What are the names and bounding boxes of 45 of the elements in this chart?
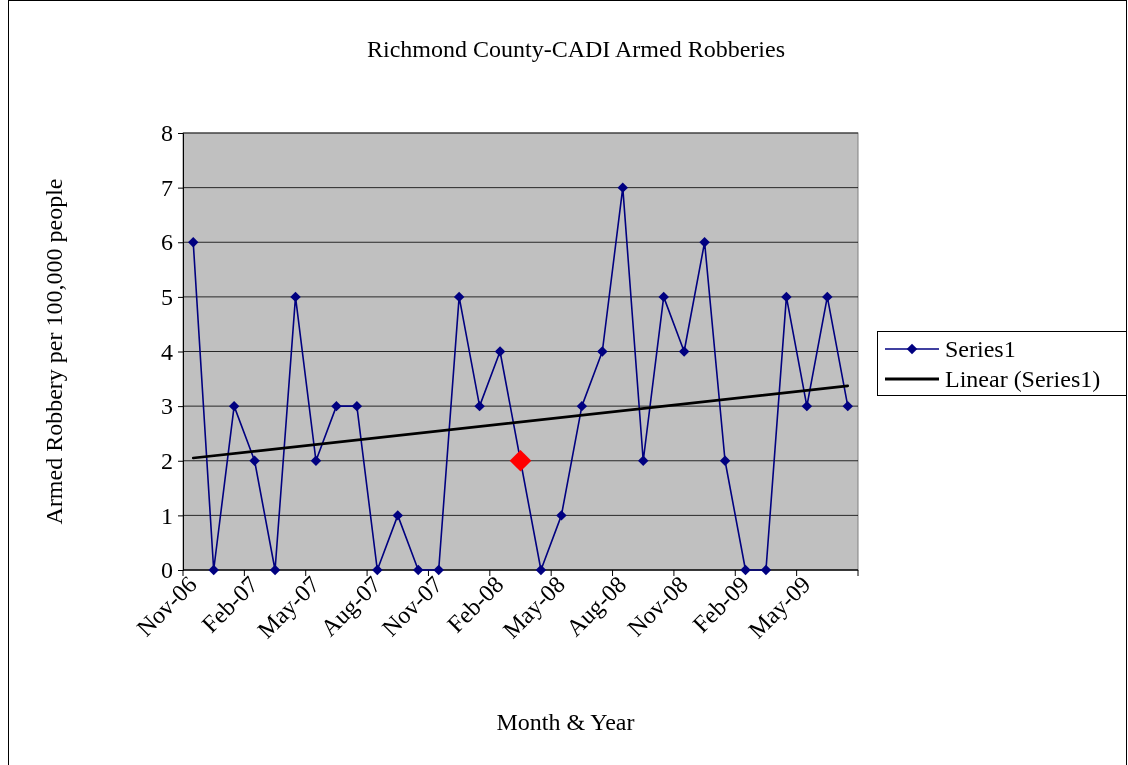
point [822,291,833,303]
point [781,291,792,303]
point [187,237,199,248]
y-tick-label: 1 [161,502,173,529]
point [617,182,629,193]
point [494,346,506,357]
y-tick-label: 0 [161,557,173,584]
point [556,510,567,521]
point [331,400,342,412]
point [228,400,240,412]
point [269,564,281,576]
x-axis-title: Month & Year [496,709,635,735]
y-tick-label: 6 [161,229,173,256]
point [392,510,404,521]
y-tick-label: 7 [161,174,173,201]
point [801,400,813,412]
point [535,564,547,576]
y-tick-label: 4 [161,338,173,365]
point [740,564,751,576]
point [372,564,383,576]
point [310,455,322,466]
point [208,564,219,576]
legend-label: Linear (Series1) [945,366,1101,392]
point [351,400,363,412]
point [637,455,649,466]
point [658,291,669,303]
point [576,400,588,412]
point [699,237,710,248]
legend-label: Series1 [945,336,1016,362]
point [678,346,690,357]
point [719,455,731,466]
y-tick-label: 8 [161,120,173,147]
point [842,400,854,412]
point [760,564,772,576]
y-axis-title: Armed Robbery per 100,000 people [41,178,67,525]
y-tick-label: 5 [161,284,173,311]
point [474,400,485,412]
point [433,564,444,576]
point [290,291,301,303]
point [249,455,260,466]
point [412,564,424,576]
y-tick-label: 2 [161,447,173,474]
point [597,346,608,357]
y-tick-label: 3 [161,393,173,420]
chart-title: Richmond County-CADI Armed Robberies [367,36,785,62]
